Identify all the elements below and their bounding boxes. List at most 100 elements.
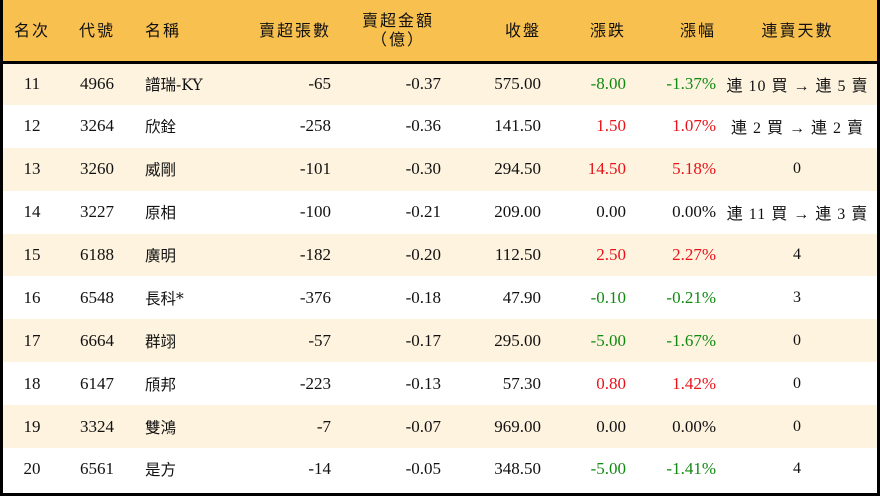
header-net-sell-amount-line2: （億） [370,30,425,50]
cell-net-sell-lots: -7 [316,416,331,436]
cell-code: 3264 [80,116,114,136]
cell-close: 294.50 [494,159,541,179]
cell-change: -8.00 [590,74,626,94]
cell-net-sell-amount: -0.20 [405,245,441,264]
cell-change-pct: 0.00% [672,416,716,436]
table-row: 16 6548 長科* -376 -0.18 47.90 -0.10 -0.21… [3,276,877,320]
cell-close: 295.00 [494,330,541,350]
cell-code: 6188 [80,245,114,264]
net-sell-ranking-table: 名次 代號 名稱 賣超張數 賣超金額 （億） 收盤 漲跌 漲幅 連賣天數 11 … [3,0,877,491]
header-change-pct: 漲幅 [679,20,716,40]
cell-close: 141.50 [494,116,541,136]
cell-net-sell-lots: -101 [299,159,331,179]
cell-change-pct: -0.21% [666,287,716,307]
cell-net-sell-lots: -376 [299,287,331,307]
table-row: 19 3324 雙鴻 -7 -0.07 969.00 0.00 0.00% 0 [3,405,877,449]
header-change: 漲跌 [589,20,626,40]
cell-rank: 20 [23,459,41,479]
net-sell-ranking-table-frame: 名次 代號 名稱 賣超張數 賣超金額 （億） 收盤 漲跌 漲幅 連賣天數 11 … [3,0,877,493]
table-row: 15 6188 廣明 -182 -0.20 112.50 2.50 2.27% … [3,233,877,277]
header-rank: 名次 [13,20,50,40]
cell-change: 1.50 [596,116,626,136]
cell-code: 4966 [80,74,114,94]
cell-rank: 17 [23,330,41,350]
cell-streak: 0 [793,160,802,178]
cell-name: 廣明 [145,247,177,265]
header-streak: 連賣天數 [761,20,834,40]
cell-name: 群翊 [145,332,177,351]
cell-streak: 4 [793,460,802,478]
cell-net-sell-amount: -0.21 [405,202,441,222]
cell-close: 47.90 [502,287,541,307]
header-name: 名稱 [145,20,182,40]
cell-net-sell-lots: -100 [299,202,331,222]
cell-name: 長科* [145,289,184,308]
cell-code: 3260 [80,159,114,179]
table-row: 20 6561 是方 -14 -0.05 348.50 -5.00 -1.41%… [3,448,877,491]
cell-change-pct: 2.27% [672,245,716,264]
cell-change-pct: 5.18% [672,159,716,179]
cell-change-pct: 1.42% [672,373,716,393]
cell-net-sell-amount: -0.37 [405,74,441,94]
cell-rank: 15 [23,245,41,264]
cell-name: 頎邦 [145,375,177,394]
cell-close: 969.00 [494,416,541,436]
cell-rank: 11 [23,74,41,94]
cell-rank: 16 [23,287,41,307]
table-row: 18 6147 頎邦 -223 -0.13 57.30 0.80 1.42% 0 [3,362,877,406]
cell-net-sell-amount: -0.13 [405,373,441,393]
cell-change: 0.00 [596,202,626,222]
cell-close: 575.00 [494,74,541,94]
header-net-sell-amount-line1: 賣超金額 [361,11,434,31]
cell-name: 欣銓 [145,118,177,137]
header-code: 代號 [78,20,115,40]
cell-close: 348.50 [494,459,541,479]
cell-net-sell-lots: -65 [308,74,331,94]
cell-net-sell-amount: -0.07 [405,416,441,436]
cell-net-sell-amount: -0.05 [405,459,441,479]
cell-rank: 18 [23,373,41,393]
cell-code: 6561 [80,459,114,479]
cell-net-sell-amount: -0.36 [405,116,441,136]
cell-net-sell-amount: -0.30 [405,159,441,179]
cell-rank: 14 [23,202,41,222]
table-header-row: 名次 代號 名稱 賣超張數 賣超金額 （億） 收盤 漲跌 漲幅 連賣天數 [3,0,877,62]
cell-code: 3227 [80,202,114,222]
cell-streak: 連 11 買 → 連 3 賣 [726,206,869,224]
cell-name: 原相 [145,204,177,223]
cell-streak: 連 2 買 → 連 2 賣 [730,120,864,138]
cell-streak: 3 [793,288,802,306]
cell-net-sell-lots: -14 [308,459,331,479]
cell-code: 6664 [80,330,114,350]
cell-change-pct: -1.67% [666,330,716,350]
cell-change-pct: -1.41% [666,459,716,479]
cell-net-sell-lots: -182 [299,245,331,264]
cell-rank: 12 [23,116,41,136]
cell-name: 譜瑞-KY [145,76,203,95]
cell-change: -5.00 [590,459,626,479]
table-row: 11 4966 譜瑞-KY -65 -0.37 575.00 -8.00 -1.… [3,62,877,105]
cell-rank: 19 [23,416,41,436]
cell-code: 6147 [80,373,114,393]
cell-change: 14.50 [587,159,626,179]
cell-change: -5.00 [590,330,626,350]
cell-code: 3324 [80,416,114,436]
cell-change: 0.00 [596,416,626,436]
header-net-sell-amount: 賣超金額 （億） [333,0,443,62]
cell-change-pct: 0.00% [672,202,716,222]
cell-net-sell-amount: -0.17 [405,330,441,350]
cell-streak: 連 10 買 → 連 5 賣 [726,78,869,96]
cell-change-pct: -1.37% [666,74,716,94]
cell-net-sell-amount: -0.18 [405,287,441,307]
cell-streak: 0 [793,374,802,392]
table-row: 13 3260 威剛 -101 -0.30 294.50 14.50 5.18%… [3,147,877,191]
cell-close: 209.00 [494,202,541,222]
cell-net-sell-lots: -223 [299,373,331,393]
cell-close: 57.30 [502,373,541,393]
cell-change-pct: 1.07% [672,116,716,136]
cell-code: 6548 [80,287,114,307]
cell-change: 2.50 [596,245,626,264]
header-close: 收盤 [504,20,541,40]
cell-streak: 0 [793,417,802,435]
cell-change: -0.10 [590,287,626,307]
